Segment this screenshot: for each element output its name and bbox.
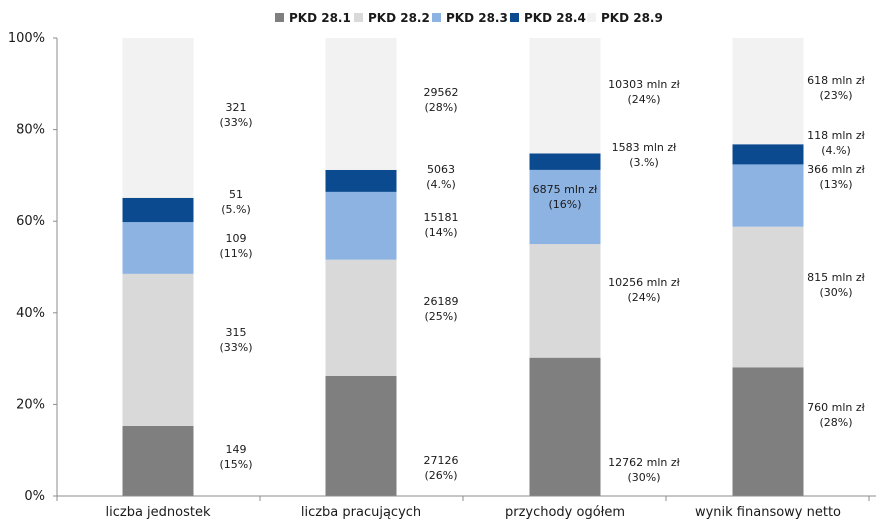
x-axis: liczba jednostek liczba pracujących przych… — [56, 495, 876, 520]
data-label: 10256 mln zł (24%) — [608, 276, 681, 304]
data-label: 12762 mln zł (30%) — [608, 456, 681, 484]
data-label: 1583 mln zł (3.%) — [612, 141, 678, 169]
bar-segment — [122, 425, 194, 496]
y-tick-label: 100% — [8, 31, 45, 46]
bar-segment — [529, 153, 601, 170]
data-label: 366 mln zł (13%) — [807, 163, 866, 191]
bar-segment — [529, 169, 601, 245]
data-label: 51 (5.%) — [221, 188, 251, 216]
data-label: 618 mln zł (23%) — [807, 74, 866, 102]
bar-segment — [732, 164, 804, 227]
data-label: 321 (33%) — [219, 101, 252, 129]
data-label: 118 mln zł (4.%) — [807, 129, 866, 157]
bar-segment — [325, 376, 397, 496]
bar-segment — [529, 244, 601, 358]
legend-label: PKD 28.1 — [289, 11, 351, 25]
bar-segment — [122, 38, 194, 198]
data-label: 10303 mln zł (24%) — [608, 78, 681, 106]
bar-segment — [325, 259, 397, 377]
y-tick-label: 80% — [16, 123, 45, 138]
data-label: 149 (15%) — [219, 443, 252, 471]
data-label: 760 mln zł (28%) — [807, 401, 866, 429]
legend-label: PKD 28.9 — [601, 11, 663, 25]
legend-label: PKD 28.4 — [524, 11, 586, 25]
legend-swatch — [275, 13, 284, 22]
bar-segment — [325, 38, 397, 170]
bar-segment — [732, 226, 804, 368]
bar-segment — [529, 357, 601, 496]
bar-segment — [122, 197, 194, 223]
x-category-label: wynik finansowy netto — [695, 505, 841, 520]
legend-swatch — [354, 13, 363, 22]
data-label: 5063 (4.%) — [426, 163, 456, 191]
x-category-label: liczba pracujących — [301, 505, 421, 520]
y-tick-label: 0% — [24, 489, 45, 504]
legend-swatch — [587, 13, 596, 22]
data-label: 26189 (25%) — [424, 295, 459, 323]
y-tick-label: 20% — [16, 397, 45, 412]
data-label: 27126 (26%) — [424, 454, 459, 482]
legend-label: PKD 28.3 — [446, 11, 508, 25]
x-category-label: liczba jednostek — [106, 505, 211, 520]
data-label: 315 (33%) — [219, 326, 252, 354]
y-axis: 0% 20% 40% 60% 80% 100% — [8, 31, 58, 504]
data-labels: 149 (15%) 27126 (26%) 12762 mln zł (30%) 760 m… — [219, 74, 865, 484]
bar-segment — [325, 169, 397, 192]
data-label: 109 (11%) — [219, 232, 252, 260]
bar-segment — [122, 222, 194, 274]
bar-segment — [529, 38, 601, 154]
legend-swatch — [432, 13, 441, 22]
bar-segment — [122, 273, 194, 426]
legend-swatch — [510, 13, 519, 22]
data-label: 29562 (28%) — [424, 86, 459, 114]
legend: PKD 28.1 PKD 28.2 PKD 28.3 PKD 28.4 PKD 28.9 — [275, 11, 663, 25]
bar-segment — [325, 191, 397, 260]
bar-segment — [732, 38, 804, 145]
y-tick-label: 60% — [16, 214, 45, 229]
bars — [122, 38, 804, 496]
y-tick-label: 40% — [16, 306, 45, 321]
bar-segment — [732, 144, 804, 165]
bar-segment — [732, 367, 804, 496]
x-category-label: przychody ogółem — [505, 505, 625, 520]
data-label: 15181 (14%) — [424, 211, 459, 239]
data-label: 6875 mln zł (16%) — [533, 183, 599, 211]
legend-label: PKD 28.2 — [368, 11, 430, 25]
data-label: 815 mln zł (30%) — [807, 271, 866, 299]
